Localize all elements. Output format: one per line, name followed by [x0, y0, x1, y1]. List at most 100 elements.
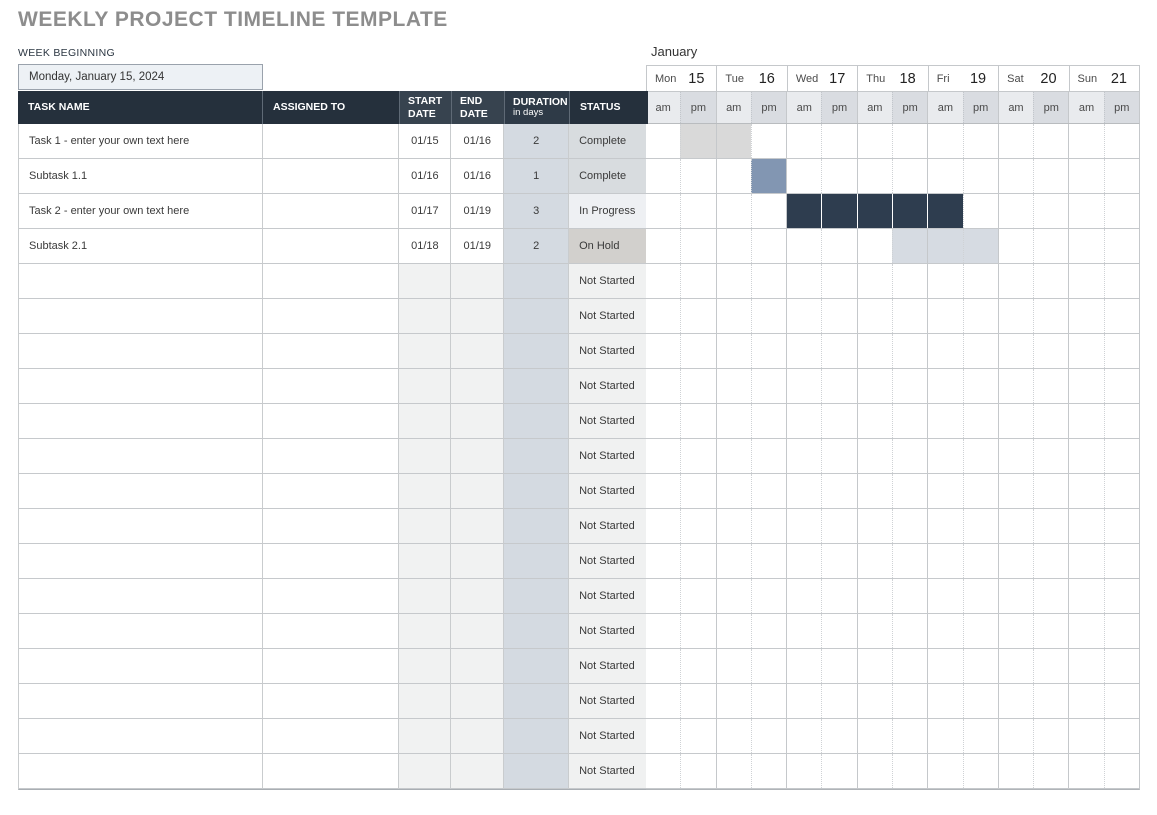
- task-name-cell[interactable]: [19, 684, 263, 719]
- start-date-cell[interactable]: [399, 544, 452, 579]
- start-date-cell[interactable]: [399, 299, 452, 334]
- duration-cell[interactable]: [504, 439, 570, 474]
- assigned-to-cell[interactable]: [262, 474, 400, 509]
- task-name-cell[interactable]: [19, 754, 263, 789]
- status-cell[interactable]: Not Started: [569, 649, 646, 684]
- end-date-cell[interactable]: [451, 264, 505, 299]
- end-date-cell[interactable]: 01/19: [451, 229, 505, 264]
- task-name-cell[interactable]: [19, 474, 263, 509]
- status-cell[interactable]: Not Started: [569, 614, 646, 649]
- status-cell[interactable]: Not Started: [569, 684, 646, 719]
- status-cell[interactable]: Not Started: [569, 474, 646, 509]
- duration-cell[interactable]: 2: [504, 229, 570, 264]
- end-date-cell[interactable]: [451, 299, 505, 334]
- start-date-cell[interactable]: [399, 264, 452, 299]
- duration-cell[interactable]: [504, 754, 570, 789]
- task-name-cell[interactable]: [19, 579, 263, 614]
- status-cell[interactable]: Not Started: [569, 544, 646, 579]
- status-cell[interactable]: On Hold: [569, 229, 646, 264]
- start-date-cell[interactable]: 01/16: [399, 159, 452, 194]
- duration-cell[interactable]: 1: [504, 159, 570, 194]
- end-date-cell[interactable]: [451, 579, 505, 614]
- assigned-to-cell[interactable]: [262, 684, 400, 719]
- assigned-to-cell[interactable]: [262, 369, 400, 404]
- status-cell[interactable]: Not Started: [569, 579, 646, 614]
- assigned-to-cell[interactable]: [262, 194, 400, 229]
- assigned-to-cell[interactable]: [262, 264, 400, 299]
- assigned-to-cell[interactable]: [262, 614, 400, 649]
- end-date-cell[interactable]: [451, 439, 505, 474]
- task-name-cell[interactable]: Task 1 - enter your own text here: [19, 124, 263, 159]
- task-name-cell[interactable]: Task 2 - enter your own text here: [19, 194, 263, 229]
- status-cell[interactable]: Not Started: [569, 369, 646, 404]
- status-cell[interactable]: Not Started: [569, 509, 646, 544]
- assigned-to-cell[interactable]: [262, 754, 400, 789]
- end-date-cell[interactable]: 01/16: [451, 124, 505, 159]
- duration-cell[interactable]: [504, 649, 570, 684]
- end-date-cell[interactable]: [451, 684, 505, 719]
- start-date-cell[interactable]: 01/15: [399, 124, 452, 159]
- duration-cell[interactable]: 3: [504, 194, 570, 229]
- duration-cell[interactable]: [504, 369, 570, 404]
- task-name-cell[interactable]: [19, 509, 263, 544]
- start-date-cell[interactable]: [399, 334, 452, 369]
- assigned-to-cell[interactable]: [262, 509, 400, 544]
- start-date-cell[interactable]: [399, 719, 452, 754]
- task-name-cell[interactable]: [19, 264, 263, 299]
- start-date-cell[interactable]: [399, 579, 452, 614]
- start-date-cell[interactable]: [399, 614, 452, 649]
- duration-cell[interactable]: [504, 579, 570, 614]
- duration-cell[interactable]: [504, 299, 570, 334]
- task-name-cell[interactable]: [19, 719, 263, 754]
- start-date-cell[interactable]: 01/18: [399, 229, 452, 264]
- status-cell[interactable]: Not Started: [569, 439, 646, 474]
- end-date-cell[interactable]: [451, 649, 505, 684]
- duration-cell[interactable]: [504, 719, 570, 754]
- status-cell[interactable]: Not Started: [569, 404, 646, 439]
- status-cell[interactable]: Complete: [569, 124, 646, 159]
- duration-cell[interactable]: [504, 404, 570, 439]
- task-name-cell[interactable]: [19, 439, 263, 474]
- task-name-cell[interactable]: [19, 614, 263, 649]
- end-date-cell[interactable]: [451, 404, 505, 439]
- start-date-cell[interactable]: [399, 369, 452, 404]
- status-cell[interactable]: Not Started: [569, 299, 646, 334]
- task-name-cell[interactable]: [19, 404, 263, 439]
- task-name-cell[interactable]: [19, 299, 263, 334]
- end-date-cell[interactable]: [451, 369, 505, 404]
- assigned-to-cell[interactable]: [262, 404, 400, 439]
- status-cell[interactable]: Not Started: [569, 719, 646, 754]
- end-date-cell[interactable]: [451, 509, 505, 544]
- start-date-cell[interactable]: 01/17: [399, 194, 452, 229]
- status-cell[interactable]: Not Started: [569, 264, 646, 299]
- end-date-cell[interactable]: [451, 474, 505, 509]
- assigned-to-cell[interactable]: [262, 544, 400, 579]
- duration-cell[interactable]: [504, 684, 570, 719]
- assigned-to-cell[interactable]: [262, 229, 400, 264]
- start-date-cell[interactable]: [399, 474, 452, 509]
- end-date-cell[interactable]: [451, 719, 505, 754]
- status-cell[interactable]: In Progress: [569, 194, 646, 229]
- duration-cell[interactable]: 2: [504, 124, 570, 159]
- end-date-cell[interactable]: 01/16: [451, 159, 505, 194]
- duration-cell[interactable]: [504, 264, 570, 299]
- task-name-cell[interactable]: [19, 649, 263, 684]
- start-date-cell[interactable]: [399, 439, 452, 474]
- start-date-cell[interactable]: [399, 509, 452, 544]
- start-date-cell[interactable]: [399, 649, 452, 684]
- assigned-to-cell[interactable]: [262, 299, 400, 334]
- end-date-cell[interactable]: [451, 544, 505, 579]
- task-name-cell[interactable]: [19, 369, 263, 404]
- duration-cell[interactable]: [504, 474, 570, 509]
- task-name-cell[interactable]: [19, 334, 263, 369]
- assigned-to-cell[interactable]: [262, 124, 400, 159]
- end-date-cell[interactable]: [451, 334, 505, 369]
- assigned-to-cell[interactable]: [262, 649, 400, 684]
- duration-cell[interactable]: [504, 334, 570, 369]
- assigned-to-cell[interactable]: [262, 439, 400, 474]
- end-date-cell[interactable]: 01/19: [451, 194, 505, 229]
- start-date-cell[interactable]: [399, 754, 452, 789]
- duration-cell[interactable]: [504, 544, 570, 579]
- task-name-cell[interactable]: Subtask 2.1: [19, 229, 263, 264]
- assigned-to-cell[interactable]: [262, 334, 400, 369]
